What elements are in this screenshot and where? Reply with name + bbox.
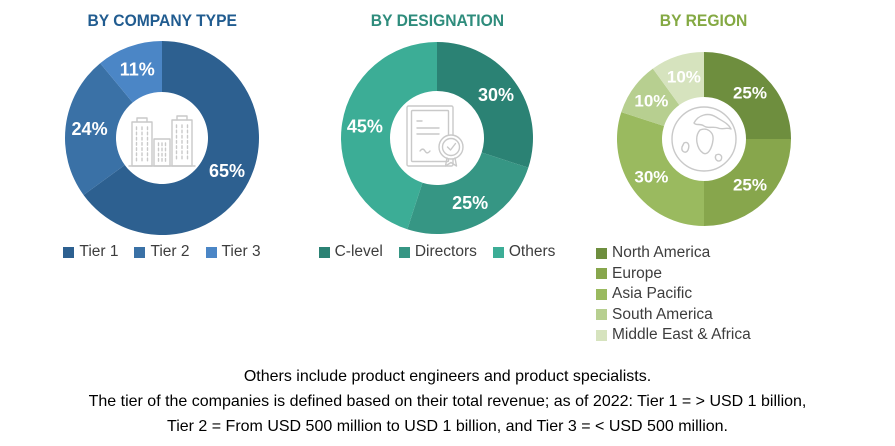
donut-slice-tier-2 [65,63,133,196]
globe-icon [671,106,737,172]
legend-item-tier-3: Tier 3 [205,242,261,262]
legend-item-south-america: South America [596,305,751,326]
buildings-icon [128,115,196,167]
legend-item-europe: Europe [596,264,751,285]
footnote-line-1: Others include product engineers and pro… [243,368,652,385]
donut-slice-north-america [704,52,791,139]
donut-slice-c-level [437,42,533,168]
legend-swatch-directors [398,246,410,258]
donut-slice-asia-pacific [617,112,704,226]
donut-slice-tier-1 [83,41,259,236]
legend-swatch-asia-pacific [596,288,607,300]
slice-label-directors: 25% [452,193,488,213]
legend-item-asia-pacific: Asia Pacific [596,284,751,305]
legend-swatch-europe [596,268,607,280]
legend-label-middle-east-africa: Middle East & Africa [612,326,751,343]
chart-group-company-type: BY COMPANY TYPE 65% 24% 11% [30,10,294,262]
legend-swatch-north-america [596,247,607,259]
legend-item-north-america: North America [596,243,751,264]
legend-label-europe: Europe [612,264,662,282]
legend-item-tier-2: Tier 2 [134,242,190,262]
certificate-icon [406,105,464,167]
legend-swatch-tier-2 [134,246,146,258]
legend-label-tier-3: Tier 3 [221,243,261,260]
chart-title-company-type: BY COMPANY TYPE [87,11,237,30]
donut-slice-tier-3 [100,41,162,103]
slice-label-middle-east-africa: 10% [667,68,701,87]
donut-slice-south-america [621,68,680,127]
legend-swatch-c-level [318,246,330,258]
legend-label-south-america: South America [612,305,713,323]
slice-label-asia-pacific: 30% [634,168,668,187]
donut-slice-others [340,42,437,230]
chart-group-designation: BY DESIGNATION 30% 25% 45% C-level Director… [305,10,569,262]
legend-label-tier-1: Tier 1 [79,243,119,260]
footnote-line-2: The tier of the companies is defined bas… [88,393,807,410]
legend-item-directors: Directors [398,242,477,262]
legend-item-others: Others [492,242,556,262]
legend-swatch-tier-3 [205,246,217,258]
legend-label-others: Others [508,243,556,260]
footnote: Others include product engineers and pro… [0,364,895,439]
chart-title-region: BY REGION [660,11,748,30]
donut-slice-middle-east-africa [652,52,704,106]
donut-slice-directors [407,152,529,234]
legend-label-north-america: North America [612,244,711,261]
slice-label-tier-2: 24% [72,119,108,139]
legend-label-asia-pacific: Asia Pacific [612,285,693,302]
legend-swatch-tier-1 [63,246,75,258]
footnote-line-3: Tier 2 = From USD 500 million to USD 1 b… [167,418,728,435]
legend-item-tier-1: Tier 1 [63,242,118,262]
legend-item-c-level: C-level [318,242,383,262]
donut-slice-europe [704,139,791,226]
legend-swatch-south-america [596,309,607,321]
chart-group-region: BY REGION 25% 25% 30% 10% 10% North America E… [572,10,836,346]
legend-item-middle-east-africa: Middle East & Africa [596,325,751,346]
legend-region: North America Europe Asia Pacific South Ame… [596,243,751,346]
donut-chart-region: 25% 25% 30% 10% 10% [617,52,791,226]
donut-chart-designation: 30% 25% 45% [340,42,533,234]
legend-swatch-others [492,246,504,258]
slice-label-c-level: 30% [478,85,514,105]
slice-label-europe: 25% [733,175,767,194]
legend-company-type: Tier 1 Tier 2 Tier 3 [63,242,261,262]
slice-label-north-america: 25% [733,84,767,103]
chart-title-designation: BY DESIGNATION [370,11,504,30]
slice-label-tier-3: 11% [120,59,155,79]
legend-label-c-level: C-level [334,243,383,260]
donut-chart-company-type: 65% 24% 11% [65,41,259,236]
legend-swatch-middle-east-africa [596,329,607,341]
legend-designation: C-level Directors Others [318,242,556,262]
slice-label-tier-1: 65% [209,161,245,181]
slice-label-south-america: 10% [634,91,668,110]
legend-label-directors: Directors [414,243,477,260]
legend-label-tier-2: Tier 2 [150,243,190,260]
slice-label-others: 45% [347,117,383,137]
